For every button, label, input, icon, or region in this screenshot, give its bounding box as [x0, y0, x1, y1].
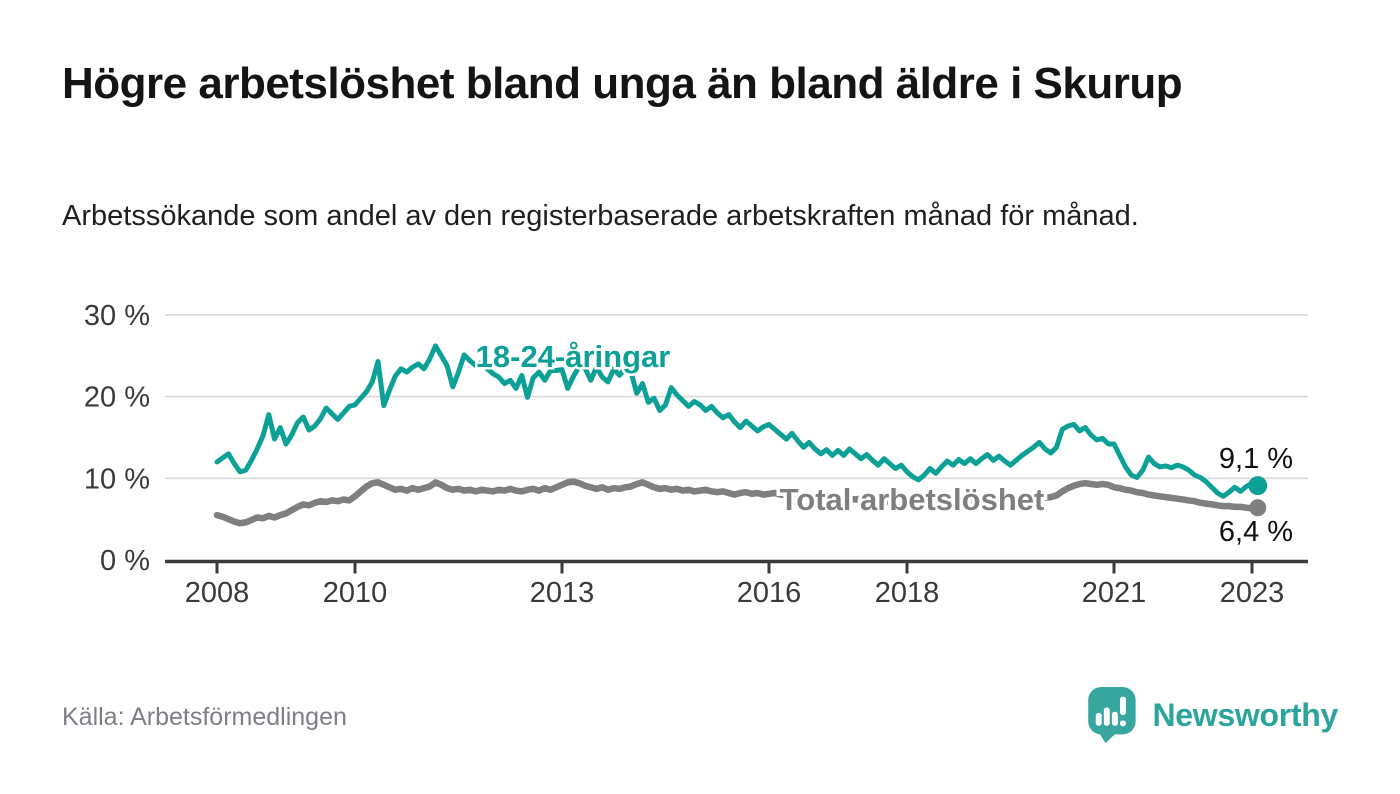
x-tick-label: 2010	[323, 577, 388, 609]
series-label-total: Total arbetslöshet	[780, 482, 1045, 517]
series-label-youth: 18-24-åringar	[476, 339, 671, 374]
newsworthy-logo: Newsworthy	[1087, 684, 1339, 746]
x-tick-label: 2018	[875, 577, 940, 609]
x-tick-label: 2013	[530, 577, 595, 609]
series-line-youth	[214, 343, 1261, 499]
chart-subtitle: Arbetssökande som andel av den registerb…	[62, 200, 1139, 232]
y-tick-label: 20 %	[84, 382, 150, 414]
y-tick-label: 0 %	[100, 545, 150, 577]
series-line-total	[213, 478, 1261, 527]
chart-title: Högre arbetslöshet bland unga än bland ä…	[62, 59, 1183, 108]
x-tick-label: 2021	[1082, 577, 1147, 609]
y-tick-label: 30 %	[84, 300, 150, 332]
source-note: Källa: Arbetsförmedlingen	[62, 703, 347, 731]
end-value-label-youth: 9,1 %	[1219, 443, 1293, 475]
end-dot-youth	[1248, 476, 1268, 496]
x-tick-label: 2023	[1220, 577, 1285, 609]
end-value-label-total: 6,4 %	[1219, 516, 1293, 548]
x-tick-label: 2016	[737, 577, 802, 609]
newsworthy-logo-text: Newsworthy	[1152, 696, 1339, 733]
end-dot-total	[1249, 499, 1267, 517]
newsworthy-logo-icon	[1087, 687, 1136, 743]
x-tick-label: 2008	[185, 577, 250, 609]
y-tick-label: 10 %	[84, 463, 150, 495]
